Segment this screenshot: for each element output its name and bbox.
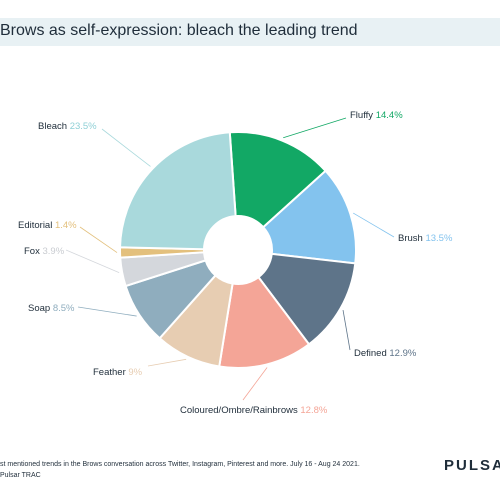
slice-brush <box>261 169 357 265</box>
brand-logo-text: PULSAR <box>444 457 500 474</box>
slice-label-value: 1.4% <box>55 220 77 231</box>
footer-note: st mentioned trends in the Brows convers… <box>0 461 360 468</box>
slice-label-value: 12.8% <box>300 405 327 416</box>
slice-label-name: Soap <box>28 303 53 314</box>
slice-label: Editorial 1.4% <box>18 220 77 231</box>
slice-label: Fluffy 14.4% <box>350 110 403 121</box>
slice-label-name: Fluffy <box>350 110 376 121</box>
leader-line <box>342 310 351 351</box>
slice-label-value: 14.4% <box>376 110 403 121</box>
footer-source: Pulsar TRAC <box>0 472 41 479</box>
slice-label-name: Feather <box>93 367 128 378</box>
slice-label-value: 3.9% <box>42 246 64 257</box>
leader-line <box>77 306 137 317</box>
slice-label-name: Editorial <box>18 220 55 231</box>
slice-label-value: 8.5% <box>53 303 75 314</box>
leader-line <box>147 358 187 367</box>
slice-label-name: Fox <box>24 246 42 257</box>
slice-label: Bleach 23.5% <box>38 121 97 132</box>
slice-label-name: Brush <box>398 233 425 244</box>
leader-line <box>283 117 347 139</box>
slice-label-value: 12.9% <box>389 348 416 359</box>
slice-label-value: 23.5% <box>70 121 97 132</box>
slice-label-name: Defined <box>354 348 389 359</box>
slice-label-name: Bleach <box>38 121 70 132</box>
slice-label-value: 13.5% <box>425 233 452 244</box>
leader-line <box>65 249 120 273</box>
title-bar: Brows as self-expression: bleach the lea… <box>0 18 500 46</box>
slice-fluffy <box>228 131 327 229</box>
slice-label: Coloured/Ombre/Rainbrows 12.8% <box>180 405 328 416</box>
slice-defined <box>257 252 357 346</box>
slice-coloured-ombre-rainbrows <box>218 275 311 369</box>
chart-title: Brows as self-expression: bleach the lea… <box>0 22 358 39</box>
slice-label: Brush 13.5% <box>398 233 453 244</box>
slice-label: Soap 8.5% <box>28 303 75 314</box>
slice-bleach <box>119 131 237 251</box>
leader-line <box>79 226 118 253</box>
leader-line <box>242 367 268 401</box>
slice-label: Feather 9% <box>93 367 143 378</box>
slice-label-name: Coloured/Ombre/Rainbrows <box>180 405 300 416</box>
leader-line <box>353 212 395 238</box>
slice-label: Defined 12.9% <box>354 348 417 359</box>
slice-label: Fox 3.9% <box>24 246 65 257</box>
slice-label-value: 9% <box>128 367 142 378</box>
leader-line <box>101 128 151 167</box>
